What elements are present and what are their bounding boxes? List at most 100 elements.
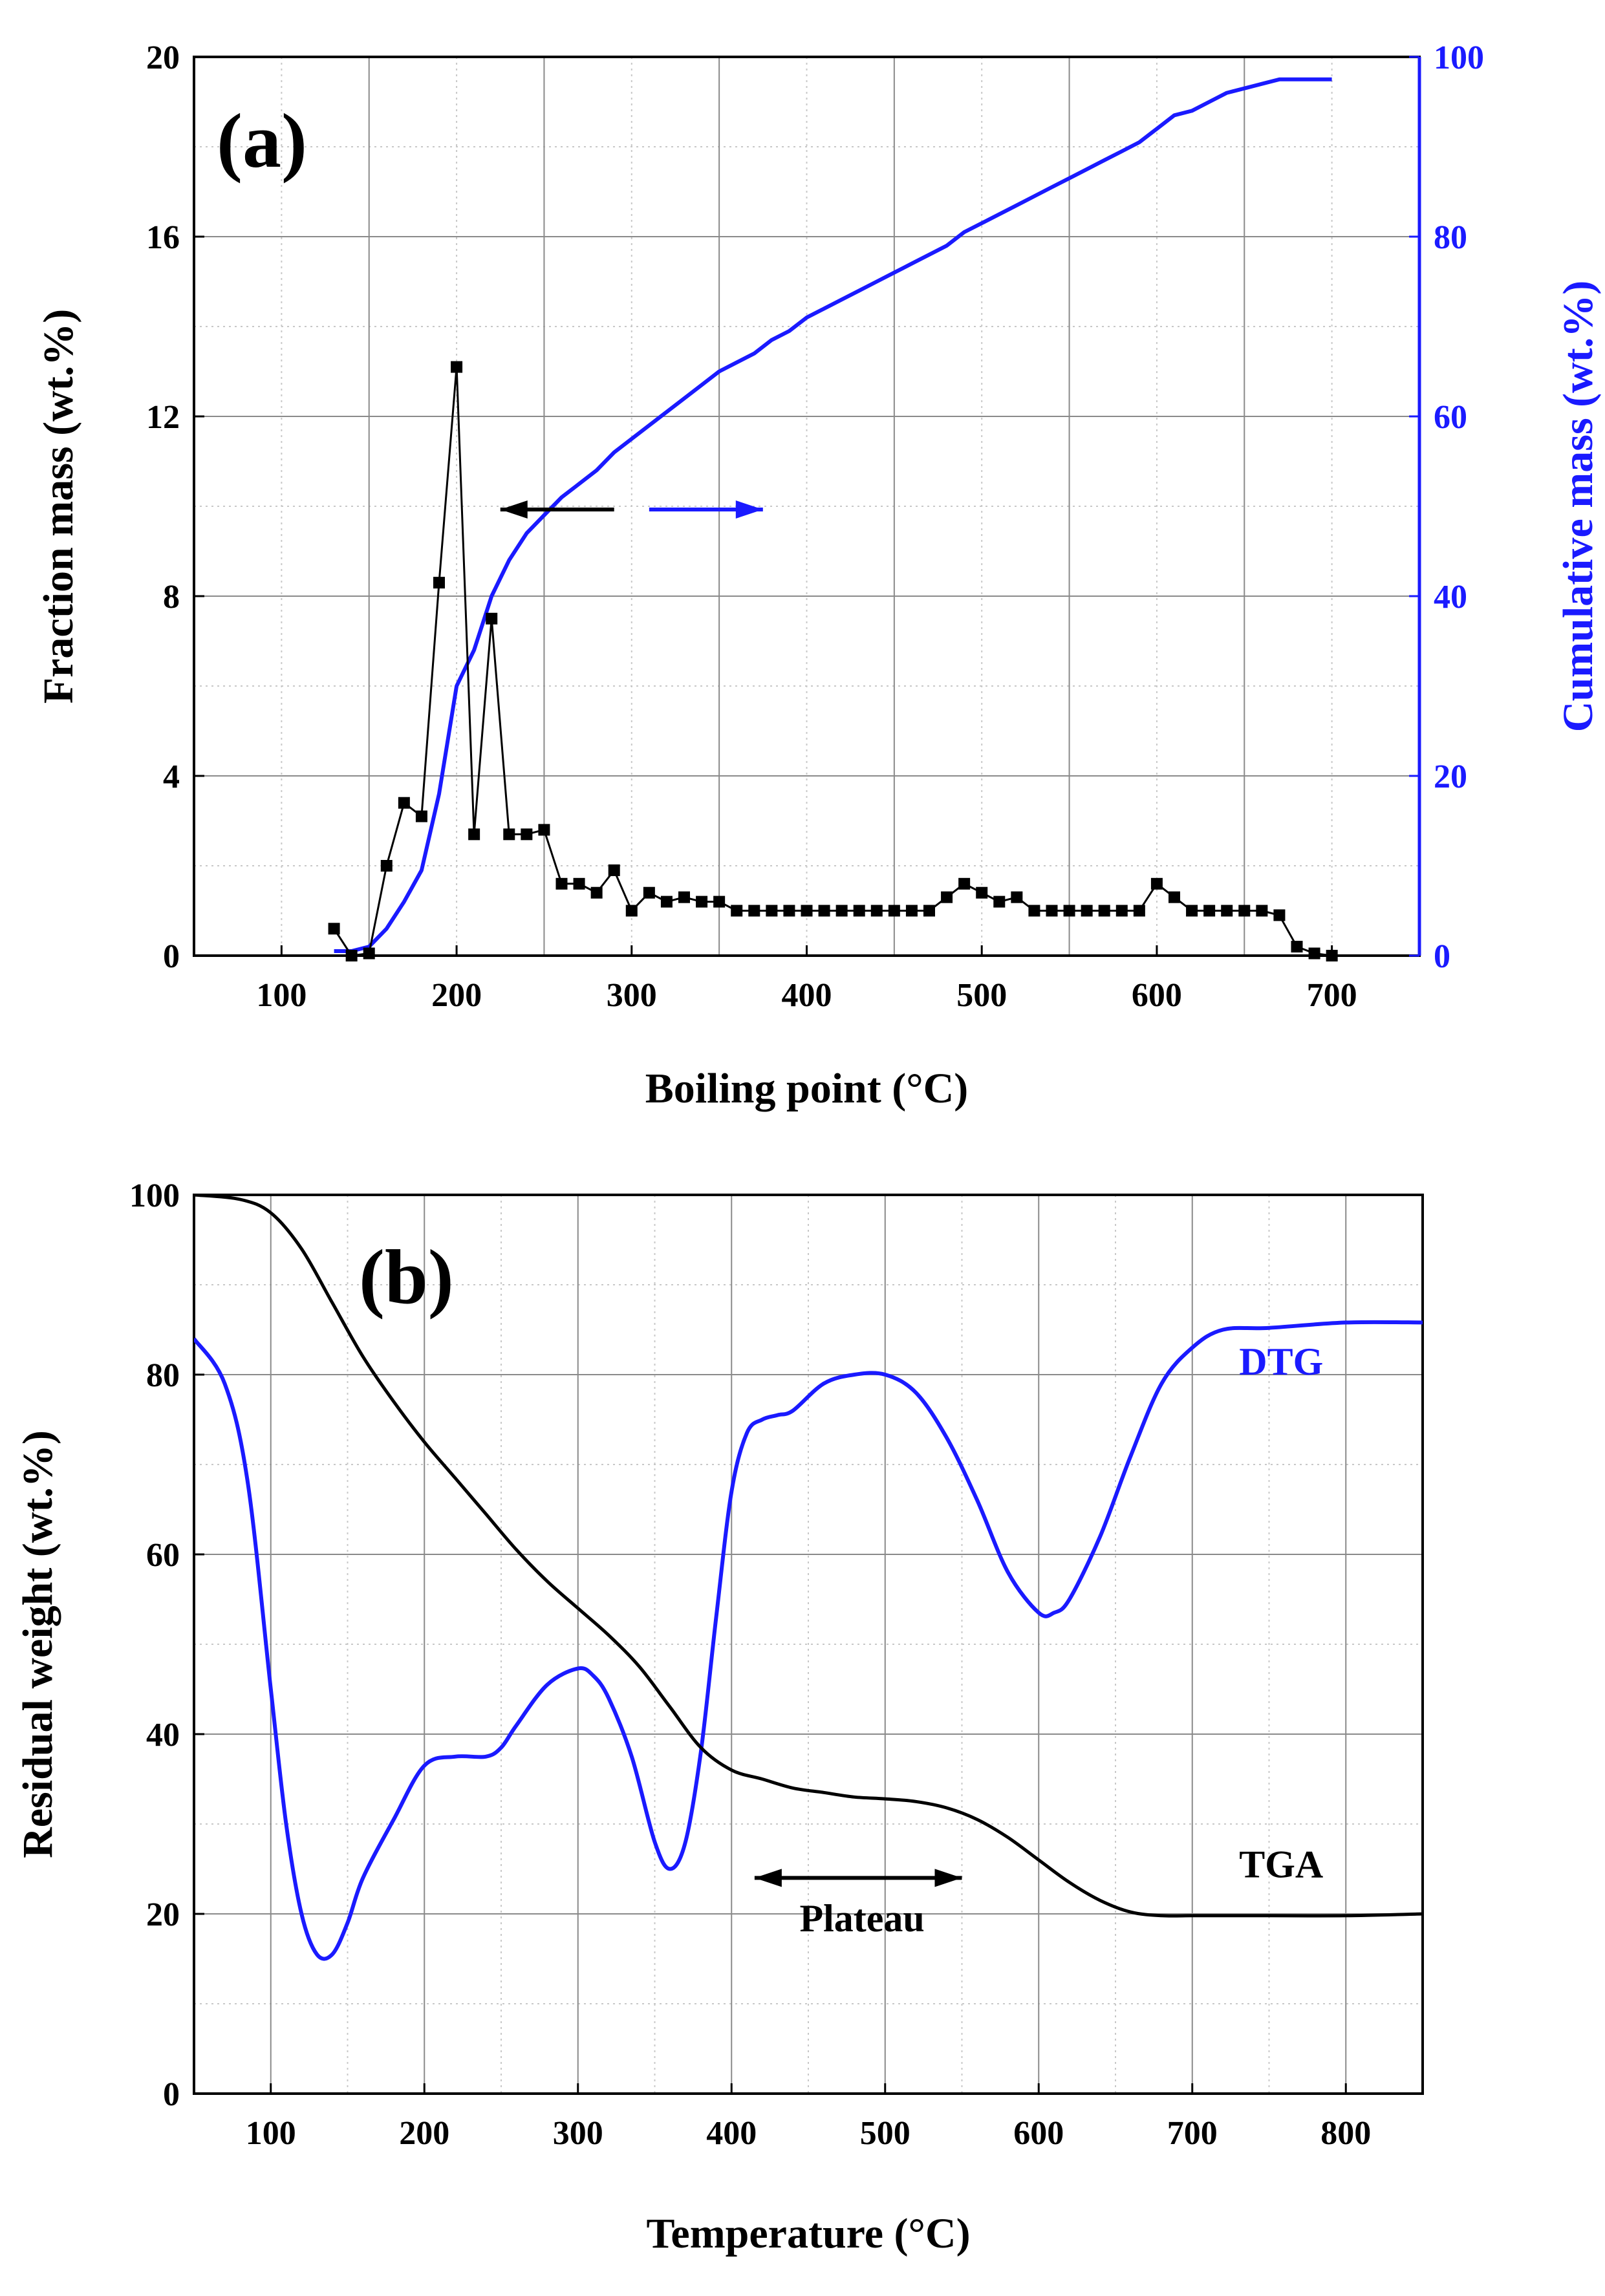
y-tick-label: 4 bbox=[163, 758, 180, 795]
x-axis-label: Temperature (°C) bbox=[646, 2210, 970, 2257]
y-tick-label: 80 bbox=[146, 1357, 180, 1394]
fraction-point bbox=[1273, 909, 1286, 921]
y-tick-label: 40 bbox=[146, 1717, 180, 1754]
fraction-point bbox=[888, 905, 900, 917]
series-fraction-line bbox=[333, 367, 1332, 956]
y-tick-label: 12 bbox=[146, 399, 180, 436]
plateau-arrow-head bbox=[934, 1869, 962, 1887]
fraction-point bbox=[486, 612, 498, 625]
y2-tick-label: 20 bbox=[1434, 758, 1467, 795]
y2-tick-label: 60 bbox=[1434, 399, 1467, 436]
fraction-point bbox=[923, 905, 935, 917]
chart-b: 100 200 300 400 500 600 700 800 0 20 40 60 80 100 Temp… bbox=[14, 1177, 1424, 2257]
fraction-point bbox=[766, 905, 778, 917]
x-tick-label: 200 bbox=[399, 2115, 449, 2152]
y2-tick-label: 0 bbox=[1434, 938, 1450, 975]
fraction-point bbox=[380, 860, 393, 872]
series-cumulative-line bbox=[334, 77, 1332, 953]
x-tick-label: 400 bbox=[706, 2115, 757, 2152]
y2-axis-label: Cumulative mass (wt.%) bbox=[1555, 281, 1602, 732]
fraction-point bbox=[748, 905, 760, 917]
y-tick-label: 100 bbox=[129, 1177, 180, 1214]
fraction-point bbox=[713, 896, 726, 908]
fraction-point bbox=[608, 864, 620, 876]
fraction-point bbox=[1238, 905, 1251, 917]
y-tick-label: 8 bbox=[163, 579, 180, 616]
tga-label: TGA bbox=[1239, 1843, 1323, 1886]
y2-tick-label: 40 bbox=[1434, 579, 1467, 616]
fraction-point bbox=[696, 896, 708, 908]
dtg-label: DTG bbox=[1239, 1340, 1323, 1383]
y-axis-label: Residual weight (wt.%) bbox=[14, 1430, 61, 1858]
fraction-point bbox=[555, 877, 568, 890]
fraction-point bbox=[328, 923, 340, 935]
fraction-point bbox=[941, 891, 953, 903]
fraction-point bbox=[1186, 905, 1198, 917]
plot-frame bbox=[193, 1194, 1424, 2095]
fraction-point bbox=[783, 905, 795, 917]
y-tick-label: 20 bbox=[146, 1896, 180, 1933]
fraction-point bbox=[1046, 905, 1058, 917]
series-tga-line bbox=[194, 1195, 1423, 1918]
series-dtg-line bbox=[194, 1320, 1423, 1961]
arrow-fraction-head bbox=[500, 500, 528, 519]
x-tick-label: 300 bbox=[553, 2115, 603, 2152]
fraction-point bbox=[1081, 905, 1093, 917]
panel-label: (b) bbox=[359, 1234, 454, 1320]
panel-label: (a) bbox=[217, 98, 307, 184]
fraction-point bbox=[415, 810, 427, 822]
fraction-point bbox=[870, 905, 883, 917]
fraction-point bbox=[503, 828, 515, 841]
fraction-point bbox=[1256, 905, 1268, 917]
fraction-point bbox=[433, 577, 445, 589]
fraction-point bbox=[993, 896, 1006, 908]
x-tick-label: 600 bbox=[1132, 977, 1182, 1014]
y-tick-label: 0 bbox=[163, 2076, 180, 2113]
fraction-point bbox=[1291, 941, 1303, 953]
fraction-point bbox=[835, 905, 848, 917]
fraction-point bbox=[643, 886, 655, 899]
fraction-point bbox=[660, 896, 673, 908]
fraction-point bbox=[1308, 947, 1320, 960]
fraction-point bbox=[1150, 877, 1163, 890]
fraction-point bbox=[1115, 905, 1128, 917]
x-tick-label: 500 bbox=[860, 2115, 910, 2152]
y-tick-label: 16 bbox=[146, 219, 180, 256]
y2-tick-label: 100 bbox=[1434, 39, 1484, 76]
fraction-point bbox=[468, 828, 480, 841]
fraction-point bbox=[1221, 905, 1233, 917]
plateau-label: Plateau bbox=[799, 1897, 924, 1940]
x-tick-label: 700 bbox=[1307, 977, 1357, 1014]
fraction-point bbox=[801, 905, 813, 917]
fraction-point bbox=[1326, 950, 1338, 961]
fraction-point bbox=[731, 905, 743, 917]
x-tick-label: 100 bbox=[256, 977, 307, 1014]
fraction-point bbox=[1203, 905, 1216, 917]
x-tick-label: 200 bbox=[431, 977, 482, 1014]
fraction-point bbox=[573, 877, 585, 890]
fraction-point bbox=[1028, 905, 1040, 917]
fraction-point bbox=[1169, 891, 1180, 903]
x-tick-label: 800 bbox=[1320, 2115, 1371, 2152]
fraction-point bbox=[590, 886, 603, 899]
y-tick-label: 0 bbox=[163, 938, 180, 975]
fraction-point bbox=[1063, 905, 1075, 917]
fraction-point bbox=[1133, 905, 1145, 917]
fraction-point bbox=[521, 828, 533, 841]
fraction-point bbox=[678, 891, 690, 903]
fraction-point bbox=[853, 905, 865, 917]
fraction-point bbox=[625, 905, 638, 917]
fraction-point bbox=[818, 905, 830, 917]
fraction-point bbox=[451, 361, 463, 373]
x-tick-label: 300 bbox=[607, 977, 657, 1014]
fraction-point bbox=[538, 824, 550, 836]
fraction-point bbox=[1011, 891, 1023, 903]
arrow-cumulative-head bbox=[735, 500, 763, 519]
fraction-point bbox=[345, 950, 358, 961]
y-tick-label: 60 bbox=[146, 1537, 180, 1574]
y2-tick-label: 80 bbox=[1434, 219, 1467, 256]
fraction-point bbox=[905, 905, 918, 917]
y-tick-label: 20 bbox=[146, 39, 180, 76]
fraction-point bbox=[398, 797, 410, 809]
